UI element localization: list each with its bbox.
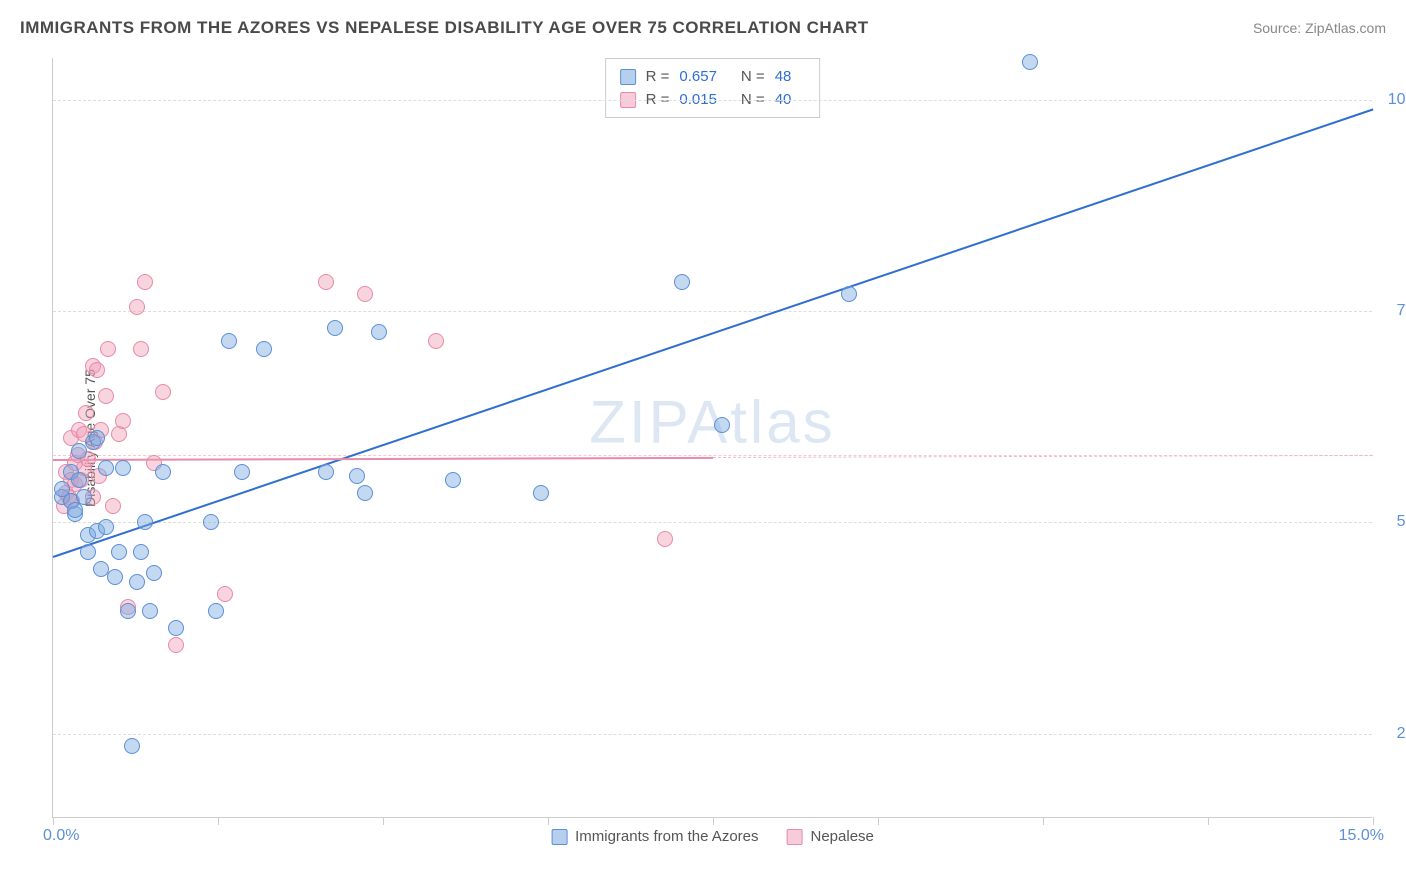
data-point xyxy=(217,586,233,602)
data-point xyxy=(256,341,272,357)
data-point xyxy=(168,620,184,636)
gridline xyxy=(53,522,1372,523)
gridline xyxy=(53,734,1372,735)
x-tick xyxy=(218,817,219,825)
data-point xyxy=(208,603,224,619)
x-tick xyxy=(1208,817,1209,825)
n-value: 48 xyxy=(775,68,792,85)
data-point xyxy=(428,333,444,349)
data-point xyxy=(115,460,131,476)
data-point xyxy=(133,544,149,560)
data-point xyxy=(327,320,343,336)
source-label: Source: ZipAtlas.com xyxy=(1253,20,1386,36)
watermark: ZIPAtlas xyxy=(589,388,835,457)
x-tick xyxy=(1373,817,1374,825)
data-point xyxy=(533,485,549,501)
data-point xyxy=(1022,54,1038,70)
data-point xyxy=(349,468,365,484)
data-point xyxy=(445,472,461,488)
data-point xyxy=(78,405,94,421)
data-point xyxy=(129,574,145,590)
data-point xyxy=(133,341,149,357)
x-tick xyxy=(548,817,549,825)
data-point xyxy=(98,460,114,476)
data-point xyxy=(129,299,145,315)
data-point xyxy=(137,514,153,530)
y-tick-label: 50.0% xyxy=(1382,513,1406,531)
legend-label: Nepalese xyxy=(811,828,874,845)
data-point xyxy=(89,430,105,446)
data-point xyxy=(76,489,92,505)
stats-row-series-1: R = 0.657 N = 48 xyxy=(620,65,806,88)
x-tick xyxy=(383,817,384,825)
x-axis-start-label: 0.0% xyxy=(43,827,79,845)
data-point xyxy=(71,472,87,488)
data-point xyxy=(221,333,237,349)
gridline xyxy=(53,311,1372,312)
data-point xyxy=(105,498,121,514)
data-point xyxy=(318,274,334,290)
data-point xyxy=(115,413,131,429)
x-tick xyxy=(878,817,879,825)
r-value: 0.657 xyxy=(679,68,717,85)
data-point xyxy=(318,464,334,480)
data-point xyxy=(841,286,857,302)
x-tick xyxy=(53,817,54,825)
data-point xyxy=(120,603,136,619)
data-point xyxy=(357,485,373,501)
x-tick xyxy=(713,817,714,825)
data-point xyxy=(155,384,171,400)
trend-line xyxy=(53,109,1374,558)
data-point xyxy=(100,341,116,357)
data-point xyxy=(98,519,114,535)
gridline xyxy=(53,100,1372,101)
swatch-icon xyxy=(551,829,567,845)
data-point xyxy=(357,286,373,302)
r-label: R = xyxy=(646,68,670,85)
data-point xyxy=(371,324,387,340)
data-point xyxy=(137,274,153,290)
legend-item-2: Nepalese xyxy=(787,828,874,845)
data-point xyxy=(203,514,219,530)
bottom-legend: Immigrants from the Azores Nepalese xyxy=(551,828,874,845)
data-point xyxy=(124,738,140,754)
data-point xyxy=(89,362,105,378)
data-point xyxy=(234,464,250,480)
data-point xyxy=(714,417,730,433)
data-point xyxy=(111,544,127,560)
scatter-chart: Disability Age Over 75 ZIPAtlas R = 0.65… xyxy=(52,58,1372,818)
legend-item-1: Immigrants from the Azores xyxy=(551,828,758,845)
data-point xyxy=(98,388,114,404)
data-point xyxy=(155,464,171,480)
stats-legend-box: R = 0.657 N = 48 R = 0.015 N = 40 xyxy=(605,58,821,118)
swatch-icon xyxy=(620,69,636,85)
x-axis-end-label: 15.0% xyxy=(1339,827,1384,845)
legend-label: Immigrants from the Azores xyxy=(575,828,758,845)
data-point xyxy=(107,569,123,585)
y-tick-label: 25.0% xyxy=(1382,725,1406,743)
x-tick xyxy=(1043,817,1044,825)
chart-title: IMMIGRANTS FROM THE AZORES VS NEPALESE D… xyxy=(20,18,869,38)
data-point xyxy=(142,603,158,619)
data-point xyxy=(168,637,184,653)
y-tick-label: 75.0% xyxy=(1382,302,1406,320)
data-point xyxy=(146,565,162,581)
swatch-icon xyxy=(787,829,803,845)
y-tick-label: 100.0% xyxy=(1382,91,1406,109)
data-point xyxy=(657,531,673,547)
data-point xyxy=(80,544,96,560)
data-point xyxy=(674,274,690,290)
n-label: N = xyxy=(741,68,765,85)
